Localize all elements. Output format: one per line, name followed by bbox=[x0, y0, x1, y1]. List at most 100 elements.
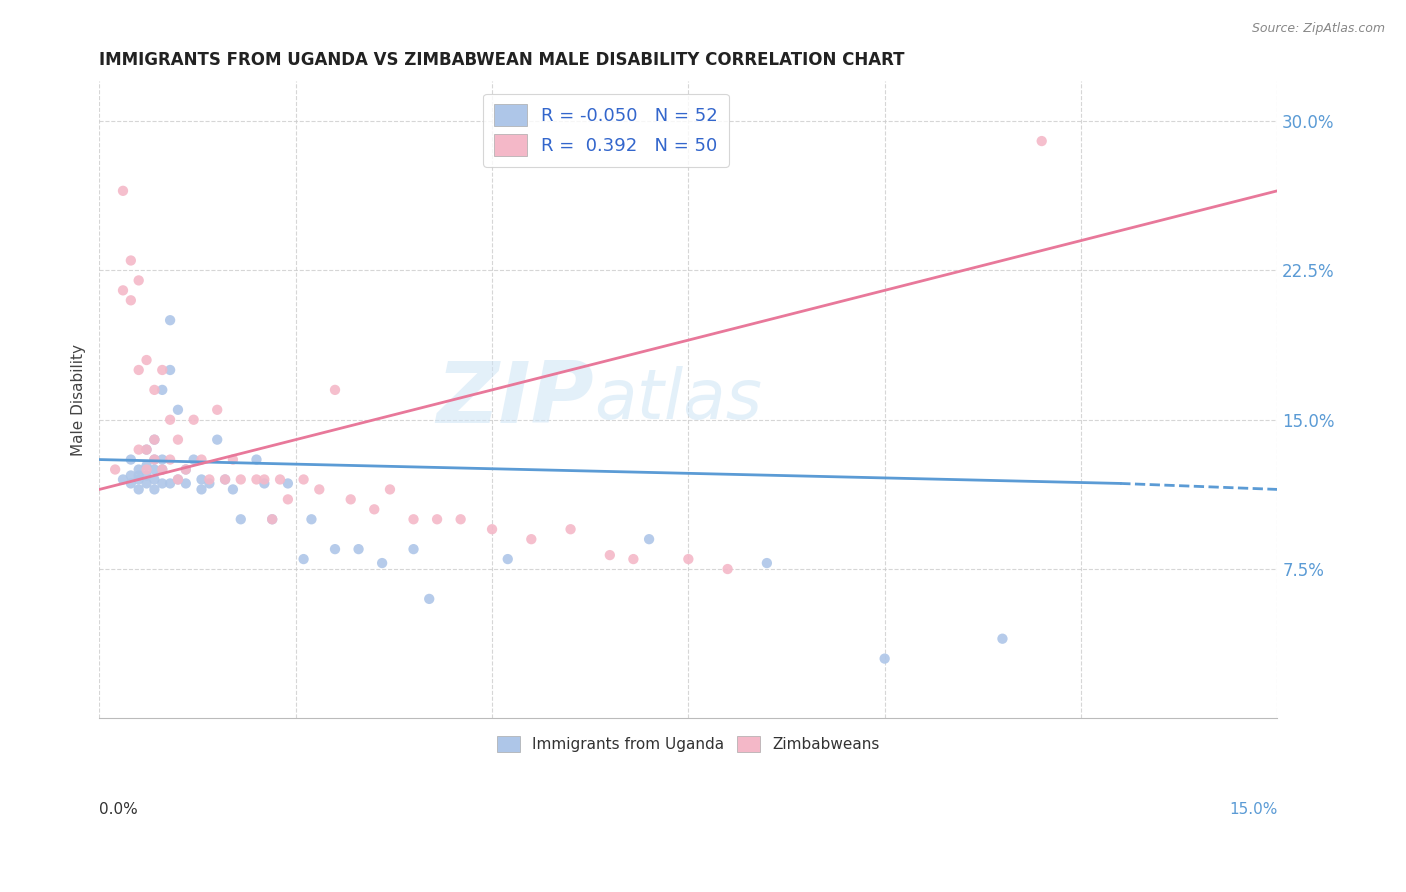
Point bbox=[128, 442, 150, 457]
Point bbox=[678, 552, 700, 566]
Point bbox=[135, 458, 157, 473]
Point bbox=[1031, 134, 1053, 148]
Point bbox=[402, 512, 425, 526]
Point bbox=[253, 476, 276, 491]
Point bbox=[308, 483, 330, 497]
Y-axis label: Male Disability: Male Disability bbox=[72, 343, 86, 456]
Point bbox=[120, 452, 142, 467]
Point bbox=[638, 532, 661, 546]
Point bbox=[599, 548, 621, 562]
Point bbox=[159, 413, 181, 427]
Point bbox=[560, 522, 582, 536]
Point bbox=[190, 483, 212, 497]
Text: atlas: atlas bbox=[595, 367, 762, 434]
Point bbox=[135, 462, 157, 476]
Point bbox=[371, 556, 394, 570]
Point bbox=[143, 433, 166, 447]
Point bbox=[120, 476, 142, 491]
Point bbox=[135, 353, 157, 368]
Point bbox=[183, 413, 205, 427]
Point bbox=[111, 284, 134, 298]
Point bbox=[143, 383, 166, 397]
Text: 0.0%: 0.0% bbox=[100, 802, 138, 817]
Point bbox=[150, 363, 173, 377]
Point bbox=[120, 253, 142, 268]
Point bbox=[229, 473, 252, 487]
Point bbox=[198, 476, 221, 491]
Point bbox=[143, 433, 166, 447]
Point bbox=[323, 542, 346, 557]
Point bbox=[167, 473, 190, 487]
Point bbox=[323, 383, 346, 397]
Point bbox=[339, 492, 361, 507]
Point bbox=[481, 522, 503, 536]
Point bbox=[135, 468, 157, 483]
Point bbox=[167, 402, 190, 417]
Point bbox=[262, 512, 284, 526]
Point bbox=[262, 512, 284, 526]
Point bbox=[150, 383, 173, 397]
Point bbox=[347, 542, 370, 557]
Point bbox=[128, 273, 150, 287]
Point bbox=[253, 473, 276, 487]
Point bbox=[128, 468, 150, 483]
Point bbox=[150, 476, 173, 491]
Point bbox=[214, 473, 236, 487]
Point bbox=[104, 462, 127, 476]
Point bbox=[174, 462, 197, 476]
Point bbox=[426, 512, 449, 526]
Point bbox=[277, 492, 299, 507]
Point bbox=[363, 502, 385, 516]
Point bbox=[183, 452, 205, 467]
Point bbox=[143, 452, 166, 467]
Point bbox=[150, 462, 173, 476]
Text: ZIP: ZIP bbox=[436, 359, 595, 442]
Point bbox=[873, 651, 896, 665]
Point bbox=[167, 433, 190, 447]
Point bbox=[159, 313, 181, 327]
Point bbox=[991, 632, 1014, 646]
Point bbox=[292, 473, 315, 487]
Point bbox=[174, 462, 197, 476]
Point bbox=[150, 452, 173, 467]
Point bbox=[292, 552, 315, 566]
Point bbox=[190, 452, 212, 467]
Point bbox=[245, 473, 267, 487]
Point bbox=[205, 402, 228, 417]
Point bbox=[128, 363, 150, 377]
Point bbox=[229, 512, 252, 526]
Text: IMMIGRANTS FROM UGANDA VS ZIMBABWEAN MALE DISABILITY CORRELATION CHART: IMMIGRANTS FROM UGANDA VS ZIMBABWEAN MAL… bbox=[100, 51, 905, 69]
Point bbox=[167, 473, 190, 487]
Point bbox=[135, 476, 157, 491]
Point bbox=[717, 562, 740, 576]
Point bbox=[378, 483, 401, 497]
Point bbox=[402, 542, 425, 557]
Point bbox=[150, 462, 173, 476]
Point bbox=[214, 473, 236, 487]
Point bbox=[222, 483, 245, 497]
Legend: Immigrants from Uganda, Zimbabweans: Immigrants from Uganda, Zimbabweans bbox=[491, 731, 886, 758]
Point bbox=[143, 483, 166, 497]
Point bbox=[205, 433, 228, 447]
Point bbox=[245, 452, 267, 467]
Point bbox=[143, 473, 166, 487]
Point bbox=[111, 184, 134, 198]
Point bbox=[135, 442, 157, 457]
Point bbox=[277, 476, 299, 491]
Point bbox=[143, 452, 166, 467]
Point bbox=[143, 462, 166, 476]
Text: Source: ZipAtlas.com: Source: ZipAtlas.com bbox=[1251, 22, 1385, 36]
Point bbox=[174, 476, 197, 491]
Point bbox=[222, 452, 245, 467]
Point bbox=[111, 473, 134, 487]
Point bbox=[496, 552, 519, 566]
Point bbox=[128, 473, 150, 487]
Point bbox=[621, 552, 644, 566]
Point bbox=[159, 452, 181, 467]
Point bbox=[755, 556, 778, 570]
Point bbox=[190, 473, 212, 487]
Point bbox=[269, 473, 291, 487]
Point bbox=[135, 442, 157, 457]
Point bbox=[120, 293, 142, 308]
Point bbox=[159, 476, 181, 491]
